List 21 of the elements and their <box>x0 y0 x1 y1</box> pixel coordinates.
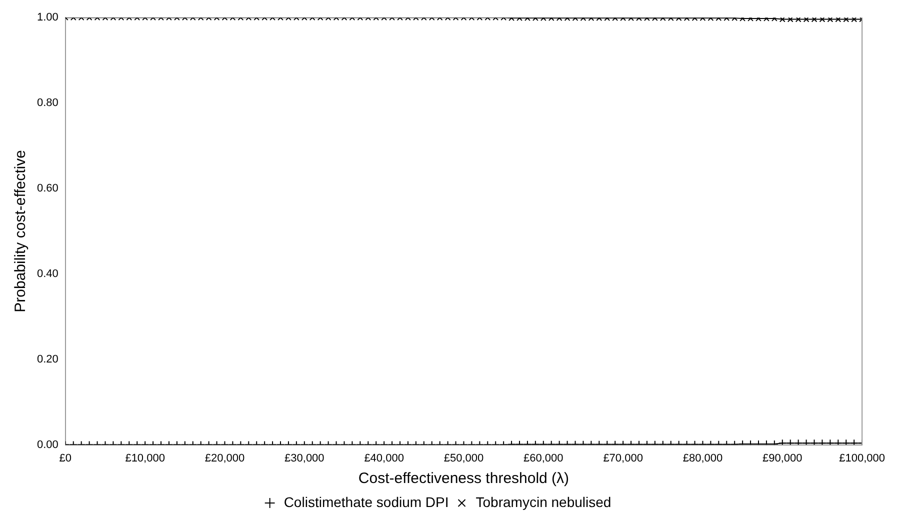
y-tick-label: 0.80 <box>36 97 58 110</box>
x-tick-label: £50,000 <box>444 452 484 464</box>
y-tick-label: 0.20 <box>36 353 58 366</box>
x-axis-title: Cost-effectiveness threshold (λ) <box>358 470 570 488</box>
x-tick-label: £80,000 <box>682 452 723 464</box>
y-tick-label: 0.00 <box>36 438 58 451</box>
y-tick-label: 0.40 <box>36 268 58 280</box>
x-tick-label: £60,000 <box>524 452 564 464</box>
y-axis-title: Probability cost-effective <box>12 150 30 312</box>
x-tick-label: £20,000 <box>204 452 245 464</box>
legend-label: Colistimethate sodium DPI <box>284 494 449 510</box>
x-tick-label: £40,000 <box>364 452 404 464</box>
x-tick-label: £100,000 <box>839 452 886 464</box>
legend-label: Tobramycin nebulised <box>476 494 612 510</box>
x-tick-label: £90,000 <box>762 452 802 464</box>
x-tick-label: £30,000 <box>284 452 324 464</box>
x-tick-label: £70,000 <box>603 452 643 464</box>
y-tick-label: 1.00 <box>36 12 58 24</box>
x-tick-label: £0 <box>59 452 72 464</box>
x-tick-label: £10,000 <box>125 452 165 464</box>
y-tick-label: 0.60 <box>36 182 58 195</box>
